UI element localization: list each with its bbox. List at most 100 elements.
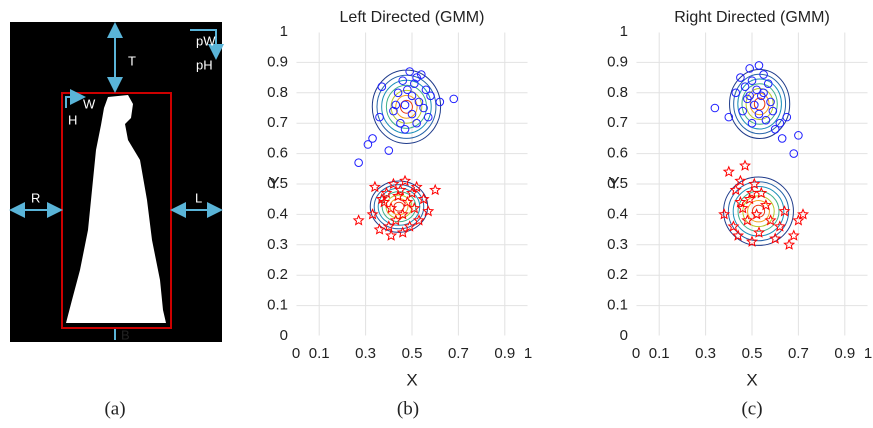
point — [734, 195, 747, 208]
point — [393, 88, 403, 98]
point — [727, 220, 740, 232]
x-tick-label: 0.9 — [834, 345, 855, 362]
point — [396, 226, 409, 238]
contour — [385, 84, 428, 129]
point — [743, 94, 752, 104]
point — [754, 61, 764, 70]
y-tick-label: 0 — [280, 327, 288, 344]
point — [739, 159, 752, 171]
point — [398, 76, 408, 85]
contour — [737, 78, 782, 130]
point — [745, 186, 759, 199]
x-tick-label: 0.3 — [355, 345, 376, 362]
caption: (c) — [741, 398, 762, 419]
point — [385, 229, 398, 241]
point — [405, 186, 419, 199]
x-tick-label: 1 — [524, 345, 532, 362]
point — [792, 214, 805, 226]
point — [422, 205, 435, 217]
point — [747, 76, 757, 85]
point — [394, 183, 407, 196]
x-tick-label: 0.5 — [742, 345, 763, 362]
y-tick-label: 0.5 — [267, 175, 288, 192]
point — [407, 109, 417, 119]
point — [764, 214, 777, 226]
y-tick-label: 1 — [280, 23, 288, 40]
y-axis-label: Y — [268, 173, 279, 192]
point — [729, 183, 742, 196]
point — [449, 94, 459, 104]
x-axis-label: X — [746, 370, 757, 389]
point — [761, 115, 771, 125]
y-tick-label: 0 — [620, 327, 628, 344]
point — [396, 118, 405, 128]
point — [787, 229, 800, 241]
point — [354, 158, 363, 168]
point — [412, 73, 421, 82]
point — [419, 103, 428, 113]
x-tick-label: 0 — [632, 345, 640, 362]
point — [763, 79, 773, 88]
point — [368, 134, 377, 143]
point — [745, 235, 759, 247]
point — [384, 146, 394, 155]
x-tick-label: 0 — [292, 345, 300, 362]
point — [429, 183, 442, 196]
chart-title: Left Directed (GMM) — [340, 9, 485, 26]
x-tick-label: 0.5 — [402, 345, 423, 362]
y-tick-label: 0.2 — [607, 266, 628, 283]
point — [414, 97, 424, 107]
point — [375, 192, 388, 205]
point — [423, 112, 433, 122]
point — [773, 220, 786, 232]
point — [782, 112, 792, 122]
label: T — [128, 53, 136, 68]
y-tick-label: 0.2 — [267, 266, 288, 283]
label: pW — [196, 33, 216, 48]
x-tick-label: 0.1 — [309, 345, 330, 362]
contour — [729, 68, 791, 139]
label: H — [68, 112, 77, 127]
point — [400, 100, 410, 110]
caption: (a) — [104, 398, 125, 419]
y-tick-label: 1 — [620, 23, 628, 40]
point — [797, 208, 810, 220]
point — [747, 118, 757, 128]
point — [366, 208, 379, 220]
point — [752, 226, 765, 238]
point — [748, 177, 761, 190]
point — [794, 131, 803, 140]
chart: Right Directed (GMM) 0 0.1 0.2 0.3 0.4 0.5 0.6 0… — [607, 9, 872, 389]
point — [380, 186, 393, 199]
contour — [399, 99, 413, 114]
y-tick-label: 0.8 — [607, 84, 628, 101]
y-tick-label: 0.8 — [267, 84, 288, 101]
point — [783, 238, 796, 250]
point — [391, 100, 401, 110]
contour — [376, 74, 437, 139]
point — [741, 214, 754, 226]
point — [766, 97, 775, 107]
point — [745, 64, 754, 73]
point — [768, 106, 778, 116]
caption: (b) — [397, 398, 419, 419]
point — [770, 124, 780, 134]
label: L — [195, 190, 202, 205]
point — [400, 124, 410, 134]
point — [738, 106, 748, 116]
x-tick-label: 0.9 — [494, 345, 515, 362]
contour — [747, 200, 770, 223]
point — [405, 67, 414, 76]
point — [718, 208, 731, 220]
point — [403, 85, 412, 95]
y-tick-label: 0.7 — [607, 114, 628, 131]
label: pH — [196, 57, 213, 72]
y-tick-label: 0.1 — [607, 297, 628, 314]
chart: Left Directed (GMM) 0 0.1 0.2 0.3 0.4 0.5 0.6 0.… — [267, 9, 532, 389]
point — [363, 140, 373, 149]
point — [777, 134, 787, 143]
point — [710, 103, 720, 113]
point — [736, 201, 749, 214]
x-tick-label: 0.7 — [448, 345, 469, 362]
point — [426, 91, 435, 101]
